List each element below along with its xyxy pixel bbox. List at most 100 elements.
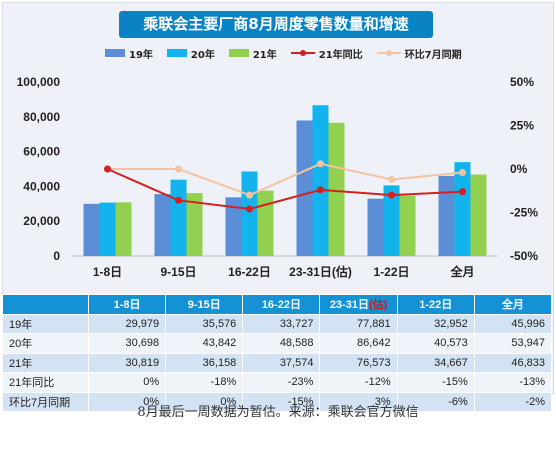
y-tick-label: 40,000: [23, 179, 60, 193]
bar: [83, 203, 100, 256]
table-cell: -18%: [165, 372, 244, 393]
legend-label-mom: 环比7月同期: [404, 49, 462, 61]
data-table: 1-8日 9-15日 16-22日 23-31日(估) 1-22日 全月 19年…: [2, 294, 553, 412]
table-cell: 40,573: [396, 333, 475, 354]
table-cell: 46,833: [473, 352, 553, 373]
row-label: 19年: [2, 313, 89, 334]
bar: [154, 194, 171, 256]
legend-line-mom: [376, 49, 401, 57]
bar: [383, 185, 400, 256]
bar: [438, 175, 455, 256]
line-point: [459, 168, 466, 176]
estimate-mark: (估): [368, 299, 388, 312]
table-cell: 30,698: [87, 333, 167, 354]
table-row: 19年 29,979 35,576 33,727 77,881 32,952 4…: [2, 313, 553, 334]
legend-label-yoy21: 21年同比: [318, 49, 363, 61]
source-caption: 8月最后一周数据为暂估。来源：乘联会官方微信: [137, 405, 419, 420]
table-header-cell: 23-31日(估): [319, 294, 398, 315]
row-label: 环比7月同期: [2, 391, 89, 412]
table-cell: 32,952: [396, 313, 475, 334]
legend-item-20: 20年: [166, 46, 215, 61]
y2-tick-label: 25%: [510, 119, 534, 133]
y-tick-label: 80,000: [23, 110, 60, 124]
table-cell: -15%: [396, 372, 475, 393]
table-row: 环比7月同期 0% 0% -15% 3% -6% -2%: [2, 391, 553, 412]
table-cell: 77,881: [319, 313, 398, 334]
table-row: 20年 30,698 43,842 48,588 86,642 40,573 5…: [2, 333, 553, 354]
table-cell: -2%: [473, 391, 553, 412]
y2-tick-label: 0%: [510, 162, 528, 176]
x-tick-label: 全月: [449, 264, 474, 279]
bar: [296, 120, 313, 256]
legend-line-yoy21: [290, 49, 315, 57]
x-tick-label: 1-22日: [373, 265, 409, 279]
legend-item-21: 21年: [228, 46, 277, 61]
table-cell: 30,819: [87, 352, 167, 373]
series-line: [107, 162, 463, 197]
table-cell: -15%: [242, 391, 321, 412]
table-cell: 34,667: [396, 352, 475, 373]
bar: [257, 190, 274, 256]
y-tick-label: 0: [53, 249, 60, 263]
y-tick-label: 60,000: [23, 145, 60, 159]
table-header-cell: 1-8日: [87, 294, 167, 315]
table-header-cell: 16-22日: [242, 294, 321, 315]
bar: [225, 197, 242, 256]
bar: [399, 195, 416, 256]
line-point: [459, 188, 466, 196]
line-point: [246, 205, 253, 213]
table-row: 21年 30,819 36,158 37,574 76,573 34,667 4…: [2, 352, 553, 373]
bar: [328, 122, 345, 256]
table-cell: 29,979: [87, 313, 167, 334]
legend-label-20: 20年: [190, 49, 215, 61]
table-row: 21年同比 0% -18% -23% -12% -15% -13%: [2, 372, 553, 393]
table-corner: [2, 294, 89, 315]
bar: [99, 202, 116, 256]
legend-swatch-20: [166, 49, 187, 57]
x-tick-label: 1-8日: [93, 265, 122, 279]
table-header-cell: 9-15日: [165, 294, 244, 315]
table-cell: 48,588: [242, 333, 321, 354]
y2-tick-label: -25%: [510, 206, 538, 220]
table-cell: -23%: [242, 372, 321, 393]
y-tick-label: 100,000: [17, 75, 61, 89]
bar: [241, 171, 258, 256]
table-cell: -13%: [473, 372, 553, 393]
line-point: [175, 165, 182, 173]
table-cell: 0%: [87, 391, 167, 412]
bar: [454, 162, 471, 256]
table-cell: 35,576: [165, 313, 244, 334]
row-label: 20年: [2, 333, 89, 354]
line-point: [317, 186, 324, 194]
table-cell: 76,573: [319, 352, 398, 373]
row-label: 21年同比: [2, 372, 89, 393]
y2-tick-label: 50%: [510, 75, 534, 89]
chart-legend: 19年 20年 21年 21年同比 环比7月同期: [105, 45, 462, 61]
legend-label-19: 19年: [129, 49, 153, 61]
x-tick-label: 16-22日: [228, 265, 271, 279]
y-tick-label: 20,000: [23, 214, 60, 228]
table-cell: 33,727: [242, 313, 321, 334]
legend-swatch-19: [105, 49, 125, 57]
legend-label-21: 21年: [252, 49, 277, 61]
table-header-cell: 1-22日: [396, 294, 475, 315]
bar: [115, 202, 132, 256]
table-cell: 53,947: [473, 333, 553, 354]
table-cell: 0%: [87, 372, 167, 393]
table-cell: -12%: [319, 372, 398, 393]
table-cell: 45,996: [473, 313, 553, 334]
line-point: [388, 191, 395, 199]
table-header-text: 23-31日: [329, 299, 369, 312]
bar: [367, 198, 384, 256]
line-point: [317, 160, 324, 168]
legend-item-yoy21: 21年同比: [290, 46, 363, 61]
row-label: 21年: [2, 352, 89, 373]
line-point: [104, 165, 111, 173]
line-point: [175, 196, 182, 204]
y2-tick-label: -50%: [510, 249, 538, 263]
line-point: [388, 175, 395, 183]
table-cell: 37,574: [242, 352, 321, 373]
legend-swatch-21: [228, 49, 249, 57]
table-cell: 3%: [319, 391, 398, 412]
table-cell: 86,642: [319, 333, 398, 354]
